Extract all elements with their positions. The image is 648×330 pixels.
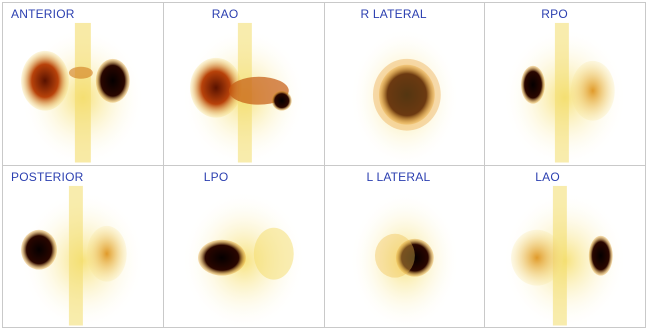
lpo-scan [181, 190, 306, 327]
view-label: L LATERAL [366, 169, 431, 184]
r-lateral-scan [349, 27, 460, 165]
view-r-lateral: R LATERAL [324, 3, 485, 165]
view-posterior: POSTERIOR [3, 165, 163, 327]
view-anterior: ANTERIOR [3, 3, 163, 165]
view-label: RAO [211, 7, 239, 21]
view-label: R LATERAL [360, 7, 427, 21]
lao-scan [503, 185, 627, 327]
view-label: ANTERIOR [11, 7, 75, 21]
rao-scan [181, 22, 306, 165]
anterior-scan [21, 22, 145, 165]
view-rpo: RPO [485, 3, 645, 165]
rpo-scan [503, 22, 627, 165]
view-lpo: LPO [163, 165, 324, 327]
view-rao: RAO [163, 3, 324, 165]
view-label: POSTERIOR [11, 169, 84, 184]
view-label: RPO [541, 7, 568, 21]
l-lateral-scan [349, 190, 460, 327]
view-label: LAO [535, 169, 560, 184]
view-lao: LAO [485, 165, 645, 327]
view-label: LPO [203, 169, 229, 184]
posterior-scan [21, 185, 145, 327]
view-l-lateral: L LATERAL [324, 165, 485, 327]
